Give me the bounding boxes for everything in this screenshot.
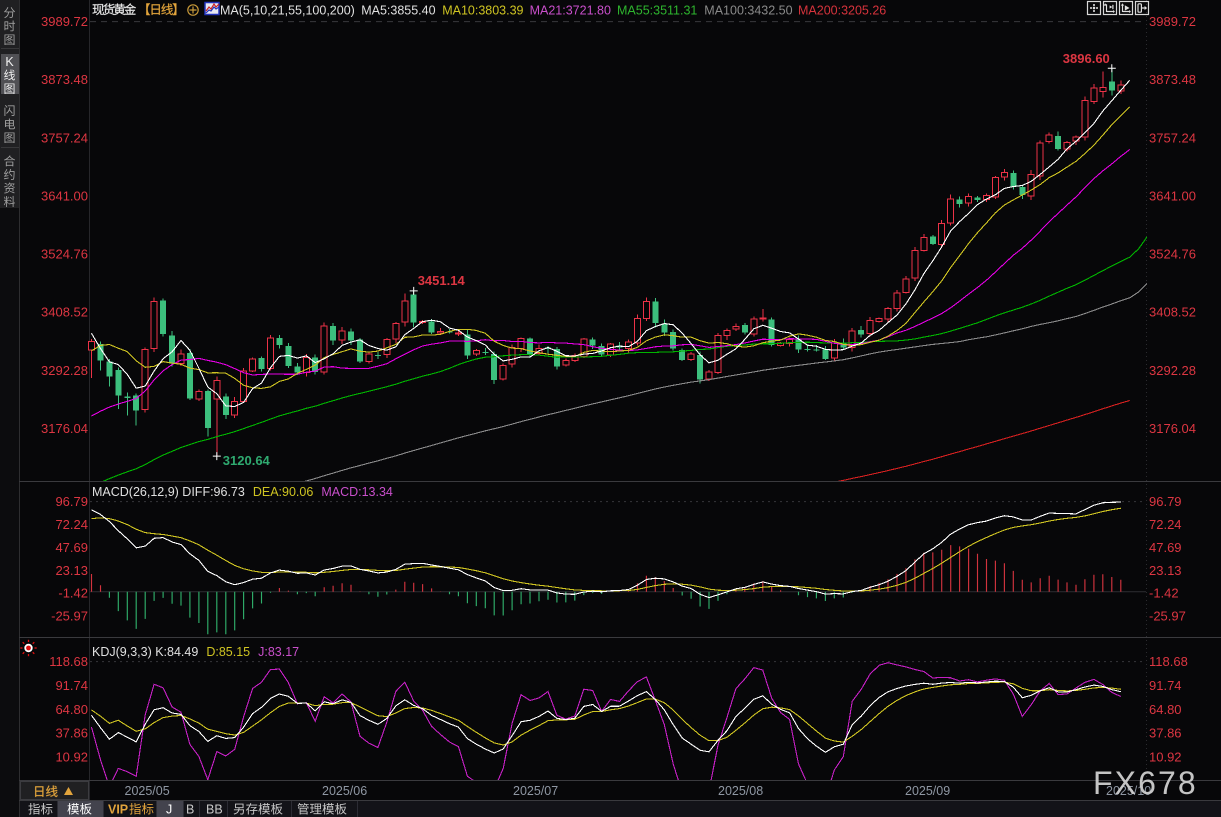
svg-text:37.86: 37.86 — [1149, 726, 1182, 741]
svg-text:10.92: 10.92 — [55, 750, 88, 765]
svg-text:3524.76: 3524.76 — [41, 247, 88, 262]
svg-text:2025/05: 2025/05 — [125, 784, 170, 798]
svg-text:3176.04: 3176.04 — [41, 421, 88, 436]
svg-text:J: J — [166, 803, 172, 817]
svg-text:118.68: 118.68 — [1149, 654, 1188, 669]
svg-text:96.79: 96.79 — [1149, 494, 1182, 509]
svg-text:2025/08: 2025/08 — [718, 784, 763, 798]
svg-text:3641.00: 3641.00 — [41, 189, 88, 204]
svg-text:3989.72: 3989.72 — [41, 14, 88, 29]
svg-text:3408.52: 3408.52 — [41, 305, 88, 320]
svg-text:3989.72: 3989.72 — [1149, 14, 1196, 29]
svg-text:3873.48: 3873.48 — [41, 72, 88, 87]
svg-text:72.24: 72.24 — [1149, 517, 1182, 532]
svg-text:KDJ(9,3,3) K:84.49D:85.15J:83.: KDJ(9,3,3) K:84.49 D:85.15 J:83.17 — [92, 645, 299, 659]
svg-text:VIP: VIP — [108, 803, 128, 817]
svg-text:23.13: 23.13 — [55, 563, 88, 578]
svg-text:72.24: 72.24 — [55, 517, 88, 532]
svg-text:3757.24: 3757.24 — [41, 130, 88, 145]
svg-text:91.74: 91.74 — [1149, 678, 1182, 693]
svg-text:47.69: 47.69 — [1149, 540, 1182, 555]
svg-text:2025/06: 2025/06 — [322, 784, 367, 798]
svg-text:-1.42: -1.42 — [58, 586, 88, 601]
svg-text:3524.76: 3524.76 — [1149, 247, 1196, 262]
svg-text:3120.64: 3120.64 — [223, 453, 271, 468]
svg-text:-25.97: -25.97 — [1149, 609, 1186, 624]
svg-text:3408.52: 3408.52 — [1149, 305, 1196, 320]
svg-text:B: B — [186, 803, 194, 817]
svg-text:64.80: 64.80 — [55, 702, 88, 717]
svg-text:64.80: 64.80 — [1149, 702, 1182, 717]
svg-text:91.74: 91.74 — [55, 678, 88, 693]
svg-text:3896.60: 3896.60 — [1063, 51, 1110, 66]
svg-text:96.79: 96.79 — [55, 494, 88, 509]
svg-text:-25.97: -25.97 — [51, 609, 88, 624]
svg-text:23.13: 23.13 — [1149, 563, 1182, 578]
svg-text:BB: BB — [206, 803, 223, 817]
svg-text:3873.48: 3873.48 — [1149, 72, 1196, 87]
svg-text:MA(5,10,21,55,100,200)MA5:3855: MA(5,10,21,55,100,200) MA5:3855.40 MA10:38… — [220, 4, 886, 18]
svg-text:2025/07: 2025/07 — [513, 784, 558, 798]
svg-text:47.69: 47.69 — [55, 540, 88, 555]
svg-text:FX678: FX678 — [1093, 765, 1198, 801]
svg-text:3292.28: 3292.28 — [1149, 363, 1196, 378]
svg-text:118.68: 118.68 — [49, 654, 88, 669]
svg-text:K: K — [5, 55, 14, 69]
svg-text:2025/09: 2025/09 — [905, 784, 950, 798]
svg-text:2025/10: 2025/10 — [1106, 784, 1151, 798]
svg-text:3176.04: 3176.04 — [1149, 421, 1196, 436]
svg-text:-1.42: -1.42 — [1149, 586, 1179, 601]
svg-text:3292.28: 3292.28 — [41, 363, 88, 378]
svg-text:3451.14: 3451.14 — [418, 273, 466, 288]
svg-text:3757.24: 3757.24 — [1149, 130, 1196, 145]
svg-text:3641.00: 3641.00 — [1149, 189, 1196, 204]
svg-text:37.86: 37.86 — [55, 726, 88, 741]
svg-text:10.92: 10.92 — [1149, 750, 1182, 765]
